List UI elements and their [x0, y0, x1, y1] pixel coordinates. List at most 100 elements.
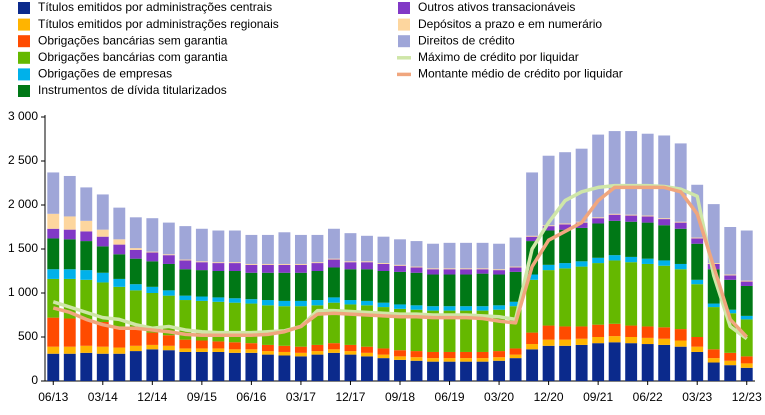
bar-segment [740, 363, 753, 368]
bar-segment [245, 272, 258, 300]
bar-segment [526, 235, 539, 237]
bar-segment [625, 214, 638, 216]
bar-segment [493, 305, 506, 310]
bar-segment [195, 351, 208, 381]
bar-segment [361, 262, 373, 270]
bar-segment [394, 265, 406, 272]
bar-segment [261, 263, 274, 265]
bar-segment [361, 261, 373, 263]
bar-segment [394, 264, 406, 266]
bar-segment [427, 243, 439, 269]
bar-segment [674, 221, 687, 223]
bar-segment [559, 345, 572, 381]
x-tick-label: 03/14 [88, 390, 118, 404]
bar-segment [526, 236, 539, 242]
bar-segment [294, 356, 307, 381]
bar-segment [707, 307, 720, 350]
bar-segment [129, 345, 142, 352]
bar-segment [427, 310, 439, 352]
bar-segment [80, 270, 93, 280]
bar-segment [96, 322, 109, 347]
bar-segment [509, 237, 522, 267]
bar-segment [344, 269, 357, 301]
bar-segment [228, 342, 241, 350]
legend-label: Obrigações bancárias com garantia [38, 50, 228, 64]
legend-swatch [18, 68, 30, 81]
bar-segment [542, 325, 555, 340]
bar-segment [294, 272, 307, 301]
bar-segment [63, 278, 76, 319]
bar-segment [377, 348, 390, 355]
y-tick-label: 500 [18, 329, 38, 343]
bar-segment [575, 344, 588, 381]
legend-label: Máximo de crédito por liquidar [418, 50, 579, 64]
bar-segment [344, 351, 357, 355]
bar-segment [658, 338, 671, 345]
bar-segment [608, 220, 621, 256]
bar-segment [542, 226, 555, 231]
bar-segment [113, 239, 126, 245]
bar-segment [658, 260, 671, 266]
bar-segment [377, 354, 390, 359]
bar-segment [493, 269, 506, 271]
bar-segment [394, 350, 406, 357]
bar-segment [509, 348, 522, 355]
bar-segment [674, 263, 687, 270]
bar-segment [575, 261, 588, 267]
bar-segment [526, 172, 539, 236]
bar-segment [641, 326, 654, 338]
bar-segment [179, 259, 192, 261]
bar-segment [162, 222, 175, 255]
bar-segment [410, 305, 423, 310]
bar-segment [691, 284, 704, 337]
bar-segment [377, 302, 390, 308]
bar-segment [195, 261, 208, 263]
bar-segment [625, 262, 638, 326]
bar-segment [476, 361, 489, 381]
bar-segment [344, 304, 357, 345]
bar-segment [278, 306, 291, 346]
bar-segment [146, 332, 159, 345]
bar-segment [575, 227, 588, 262]
bar-segment [592, 257, 605, 264]
bar-segment [361, 269, 373, 301]
bar-segment [311, 351, 324, 355]
bar-segment [625, 325, 638, 337]
bar-segment [625, 221, 638, 257]
bar-segment [179, 269, 192, 296]
bar-segment [410, 272, 423, 306]
bar-segment [228, 230, 241, 263]
bar-segment [625, 131, 638, 215]
bar-segment [278, 345, 291, 352]
bar-segment [47, 238, 60, 270]
bar-segment [460, 358, 472, 362]
bar-segment [443, 306, 456, 311]
bar-segment [443, 361, 456, 381]
bar-segment [641, 216, 654, 223]
bar-segment [377, 263, 390, 264]
bar-segment [476, 351, 489, 359]
bar-segment [625, 215, 638, 222]
bar-segment [195, 228, 208, 262]
bar-segment [460, 306, 472, 311]
bar-segment [162, 255, 175, 264]
bar-segment [294, 352, 307, 357]
bar-segment [608, 342, 621, 381]
legend-swatch [18, 35, 30, 48]
bar-segment [526, 332, 539, 345]
bar-segment [261, 300, 274, 306]
bar-segment [278, 263, 291, 265]
bar-segment [707, 303, 720, 308]
bar-segment [509, 354, 522, 359]
bar-segment [674, 228, 687, 264]
bar-segment [707, 362, 720, 381]
bar-segment [113, 244, 126, 255]
bar-segment [691, 237, 704, 239]
bar-segment [63, 175, 76, 217]
bar-segment [113, 347, 126, 354]
x-tick-label: 06/13 [38, 390, 68, 404]
x-tick-label: 03/23 [682, 390, 712, 404]
bar-segment [691, 243, 704, 280]
bar-segment [658, 327, 671, 339]
bar-segment [509, 271, 522, 302]
